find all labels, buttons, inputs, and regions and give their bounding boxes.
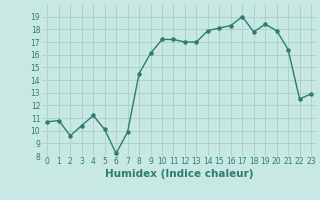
X-axis label: Humidex (Indice chaleur): Humidex (Indice chaleur) <box>105 169 253 179</box>
